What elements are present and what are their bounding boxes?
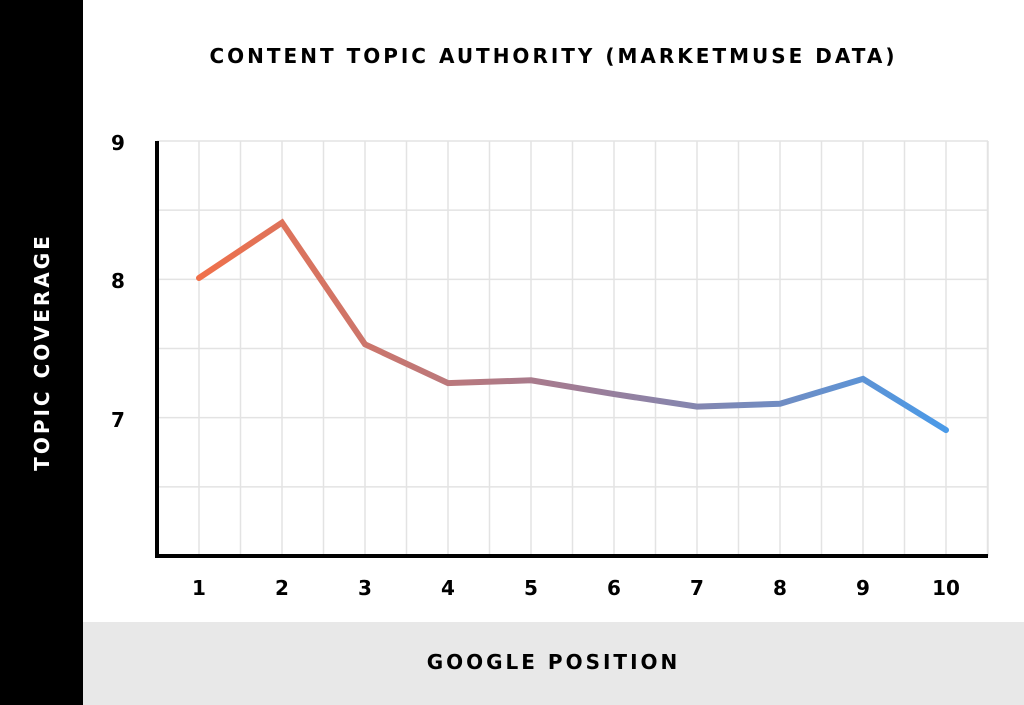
x-tick: 10 (932, 576, 960, 600)
x-tick: 8 (773, 576, 787, 600)
x-axis-footer (83, 622, 1024, 705)
x-tick: 6 (607, 576, 621, 600)
y-tick-7: 7 (111, 408, 125, 432)
axes (155, 141, 988, 558)
x-tick: 7 (690, 576, 704, 600)
x-tick: 4 (441, 576, 455, 600)
grid-lines (156, 140, 989, 557)
data-line (196, 218, 949, 434)
y-tick-9: 9 (111, 131, 125, 155)
chart-title: CONTENT TOPIC AUTHORITY (MARKETMUSE DATA… (209, 44, 898, 68)
x-tick: 5 (524, 576, 538, 600)
x-tick: 9 (856, 576, 870, 600)
y-tick-8: 8 (111, 269, 125, 293)
y-axis-band (0, 0, 83, 705)
x-axis-label: GOOGLE POSITION (426, 650, 681, 674)
x-tick: 3 (358, 576, 372, 600)
x-tick: 2 (275, 576, 289, 600)
x-tick: 1 (192, 576, 206, 600)
